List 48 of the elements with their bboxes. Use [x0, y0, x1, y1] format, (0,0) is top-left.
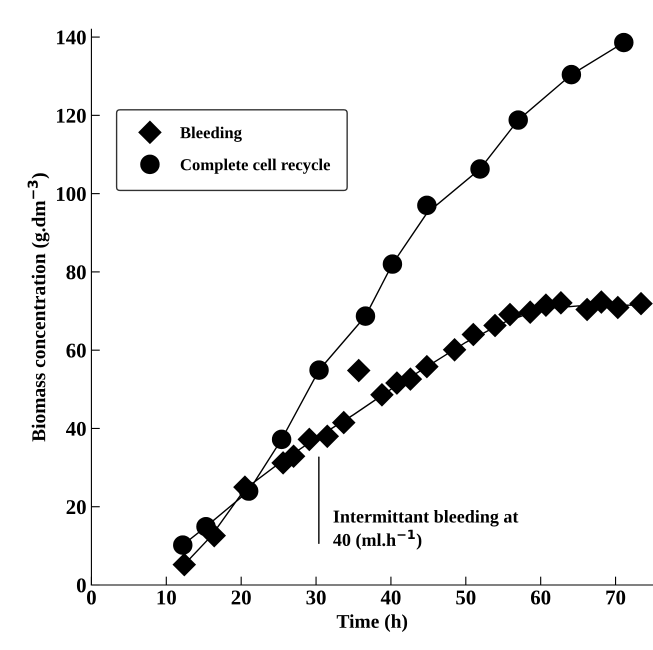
point: [518, 300, 542, 324]
x-tick-label: 0: [87, 590, 96, 605]
point: [370, 383, 394, 406]
x-tick-label: 60: [530, 590, 550, 605]
point: [614, 32, 634, 52]
point: [272, 430, 292, 450]
point: [316, 424, 339, 448]
legend-label: Complete cell recycle: [180, 158, 330, 174]
point: [443, 338, 466, 362]
point: [470, 159, 490, 179]
point: [590, 290, 613, 314]
point: [498, 303, 522, 326]
point: [298, 428, 321, 451]
point: [508, 110, 528, 130]
y-tick-label: 40: [66, 422, 86, 436]
point: [576, 298, 599, 321]
x-tick-label: 30: [306, 590, 326, 605]
point: [415, 355, 438, 378]
point: [309, 360, 329, 380]
x-axis-title: Time (h): [336, 614, 408, 632]
point: [238, 481, 258, 501]
legend-label: Bleeding: [180, 126, 242, 142]
x-tick-label: 40: [380, 590, 401, 605]
y-tick-label: 120: [56, 108, 86, 123]
point: [417, 196, 437, 216]
y-tick-label: 140: [56, 30, 86, 45]
x-tick-label: 70: [606, 590, 626, 605]
point: [462, 323, 485, 346]
y-axis-title: Biomass concentration (g.dm$^{−3}$): [28, 173, 50, 442]
y-tick-label: 100: [56, 187, 86, 202]
x-tick-label: 50: [456, 590, 476, 605]
y-tick-label: 20: [66, 500, 86, 514]
point: [484, 314, 507, 338]
point: [630, 292, 653, 316]
y-tick-label: 0: [76, 578, 86, 592]
x-tick-label: 10: [158, 590, 176, 605]
point: [606, 296, 630, 320]
y-tick-label: 80: [66, 265, 86, 280]
point: [356, 306, 376, 326]
x-tick-label: 20: [232, 590, 251, 605]
point: [347, 359, 370, 382]
y-tick-label: 60: [66, 344, 86, 358]
annotation: Intermittant bleeding at 40 (ml.h$^{−1}$): [333, 510, 518, 550]
point: [562, 64, 582, 84]
point: [382, 254, 402, 274]
point: [332, 411, 356, 434]
point: [173, 535, 192, 555]
point: [172, 553, 196, 576]
